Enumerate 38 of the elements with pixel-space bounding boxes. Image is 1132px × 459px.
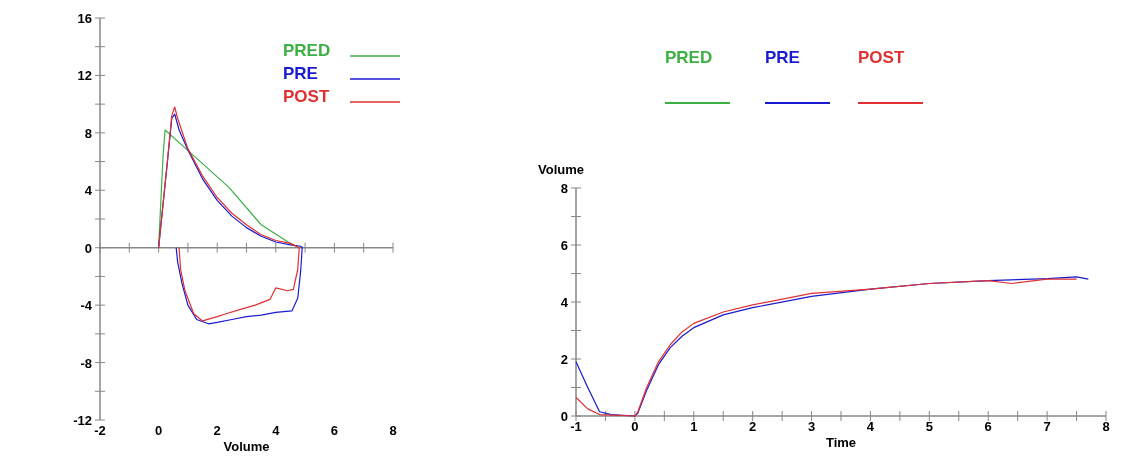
x-tick-label: 1 xyxy=(690,419,698,434)
y-tick-label: -12 xyxy=(73,413,92,428)
legend-label: POST xyxy=(283,87,330,106)
y-tick-label: 0 xyxy=(560,409,568,424)
x-tick-label: 0 xyxy=(154,423,163,438)
text: POST xyxy=(858,48,905,67)
y-axis-title: Volume xyxy=(538,162,584,177)
x-tick-label: 8 xyxy=(1102,419,1110,434)
x-tick-label: 8 xyxy=(389,423,397,438)
x-tick-label: 2 xyxy=(749,419,757,434)
x-tick-label: 2 xyxy=(213,423,221,438)
y-tick-label: 8 xyxy=(560,181,568,196)
legend-label: PRED xyxy=(283,41,331,60)
y-tick-label: -8 xyxy=(80,355,92,371)
y-tick-label: 4 xyxy=(560,295,569,310)
x-tick-label: 5 xyxy=(925,419,933,434)
y-tick-label: 4 xyxy=(84,183,93,199)
x-tick-label: 7 xyxy=(1043,419,1051,434)
y-tick-label: 0 xyxy=(84,240,92,256)
x-tick-label: -2 xyxy=(94,423,106,438)
x-tick-label: -1 xyxy=(570,419,582,434)
x-tick-label: 6 xyxy=(330,423,339,438)
x-tick-label: 4 xyxy=(272,423,281,438)
x-tick-label: 3 xyxy=(807,419,816,434)
text: PRE xyxy=(765,48,800,67)
legend-label: PRED xyxy=(665,48,713,67)
y-tick-label: 16 xyxy=(77,11,92,26)
x-axis-title: Volume xyxy=(223,439,270,454)
y-tick-label: 8 xyxy=(84,125,92,141)
x-tick-label: 4 xyxy=(866,419,875,434)
y-tick-label: 6 xyxy=(560,238,568,253)
y-tick-label: 12 xyxy=(77,68,92,84)
x-tick-label: 0 xyxy=(631,419,639,434)
x-tick-label: 6 xyxy=(984,419,992,434)
legend-label: PRE xyxy=(283,64,318,83)
y-tick-label: -4 xyxy=(80,298,93,314)
y-tick-label: 2 xyxy=(560,352,568,367)
x-axis-title: Time xyxy=(825,435,857,450)
